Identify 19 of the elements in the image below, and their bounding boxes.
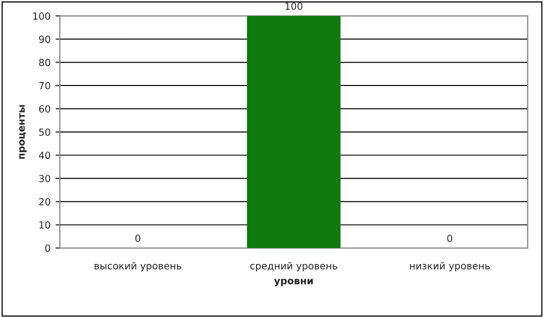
y-tick-label: 70 <box>39 82 50 90</box>
y-tick-label: 80 <box>39 58 50 66</box>
y-tick-label: 50 <box>39 128 50 136</box>
y-tick-label: 90 <box>39 36 50 43</box>
y-tick-label: 40 <box>38 152 50 160</box>
y-axis-title: проценты <box>19 105 27 159</box>
x-tick-label: средний уровень <box>250 262 338 272</box>
y-tick-label: 0 <box>45 244 50 252</box>
y-tick-label: 20 <box>39 198 50 206</box>
x-tick-label: низкий уровень <box>410 262 490 272</box>
y-tick-label: 100 <box>33 12 50 20</box>
y-tick-label: 30 <box>39 174 50 182</box>
y-tick-label: 60 <box>39 105 50 113</box>
x-axis-title: уровни <box>274 278 313 286</box>
data-label: 0 <box>447 234 452 242</box>
y-tick-label: 10 <box>40 221 50 229</box>
data-label: 0 <box>135 234 140 242</box>
data-label: 100 <box>286 2 302 10</box>
x-tick-label: высокий уровень <box>94 262 182 272</box>
